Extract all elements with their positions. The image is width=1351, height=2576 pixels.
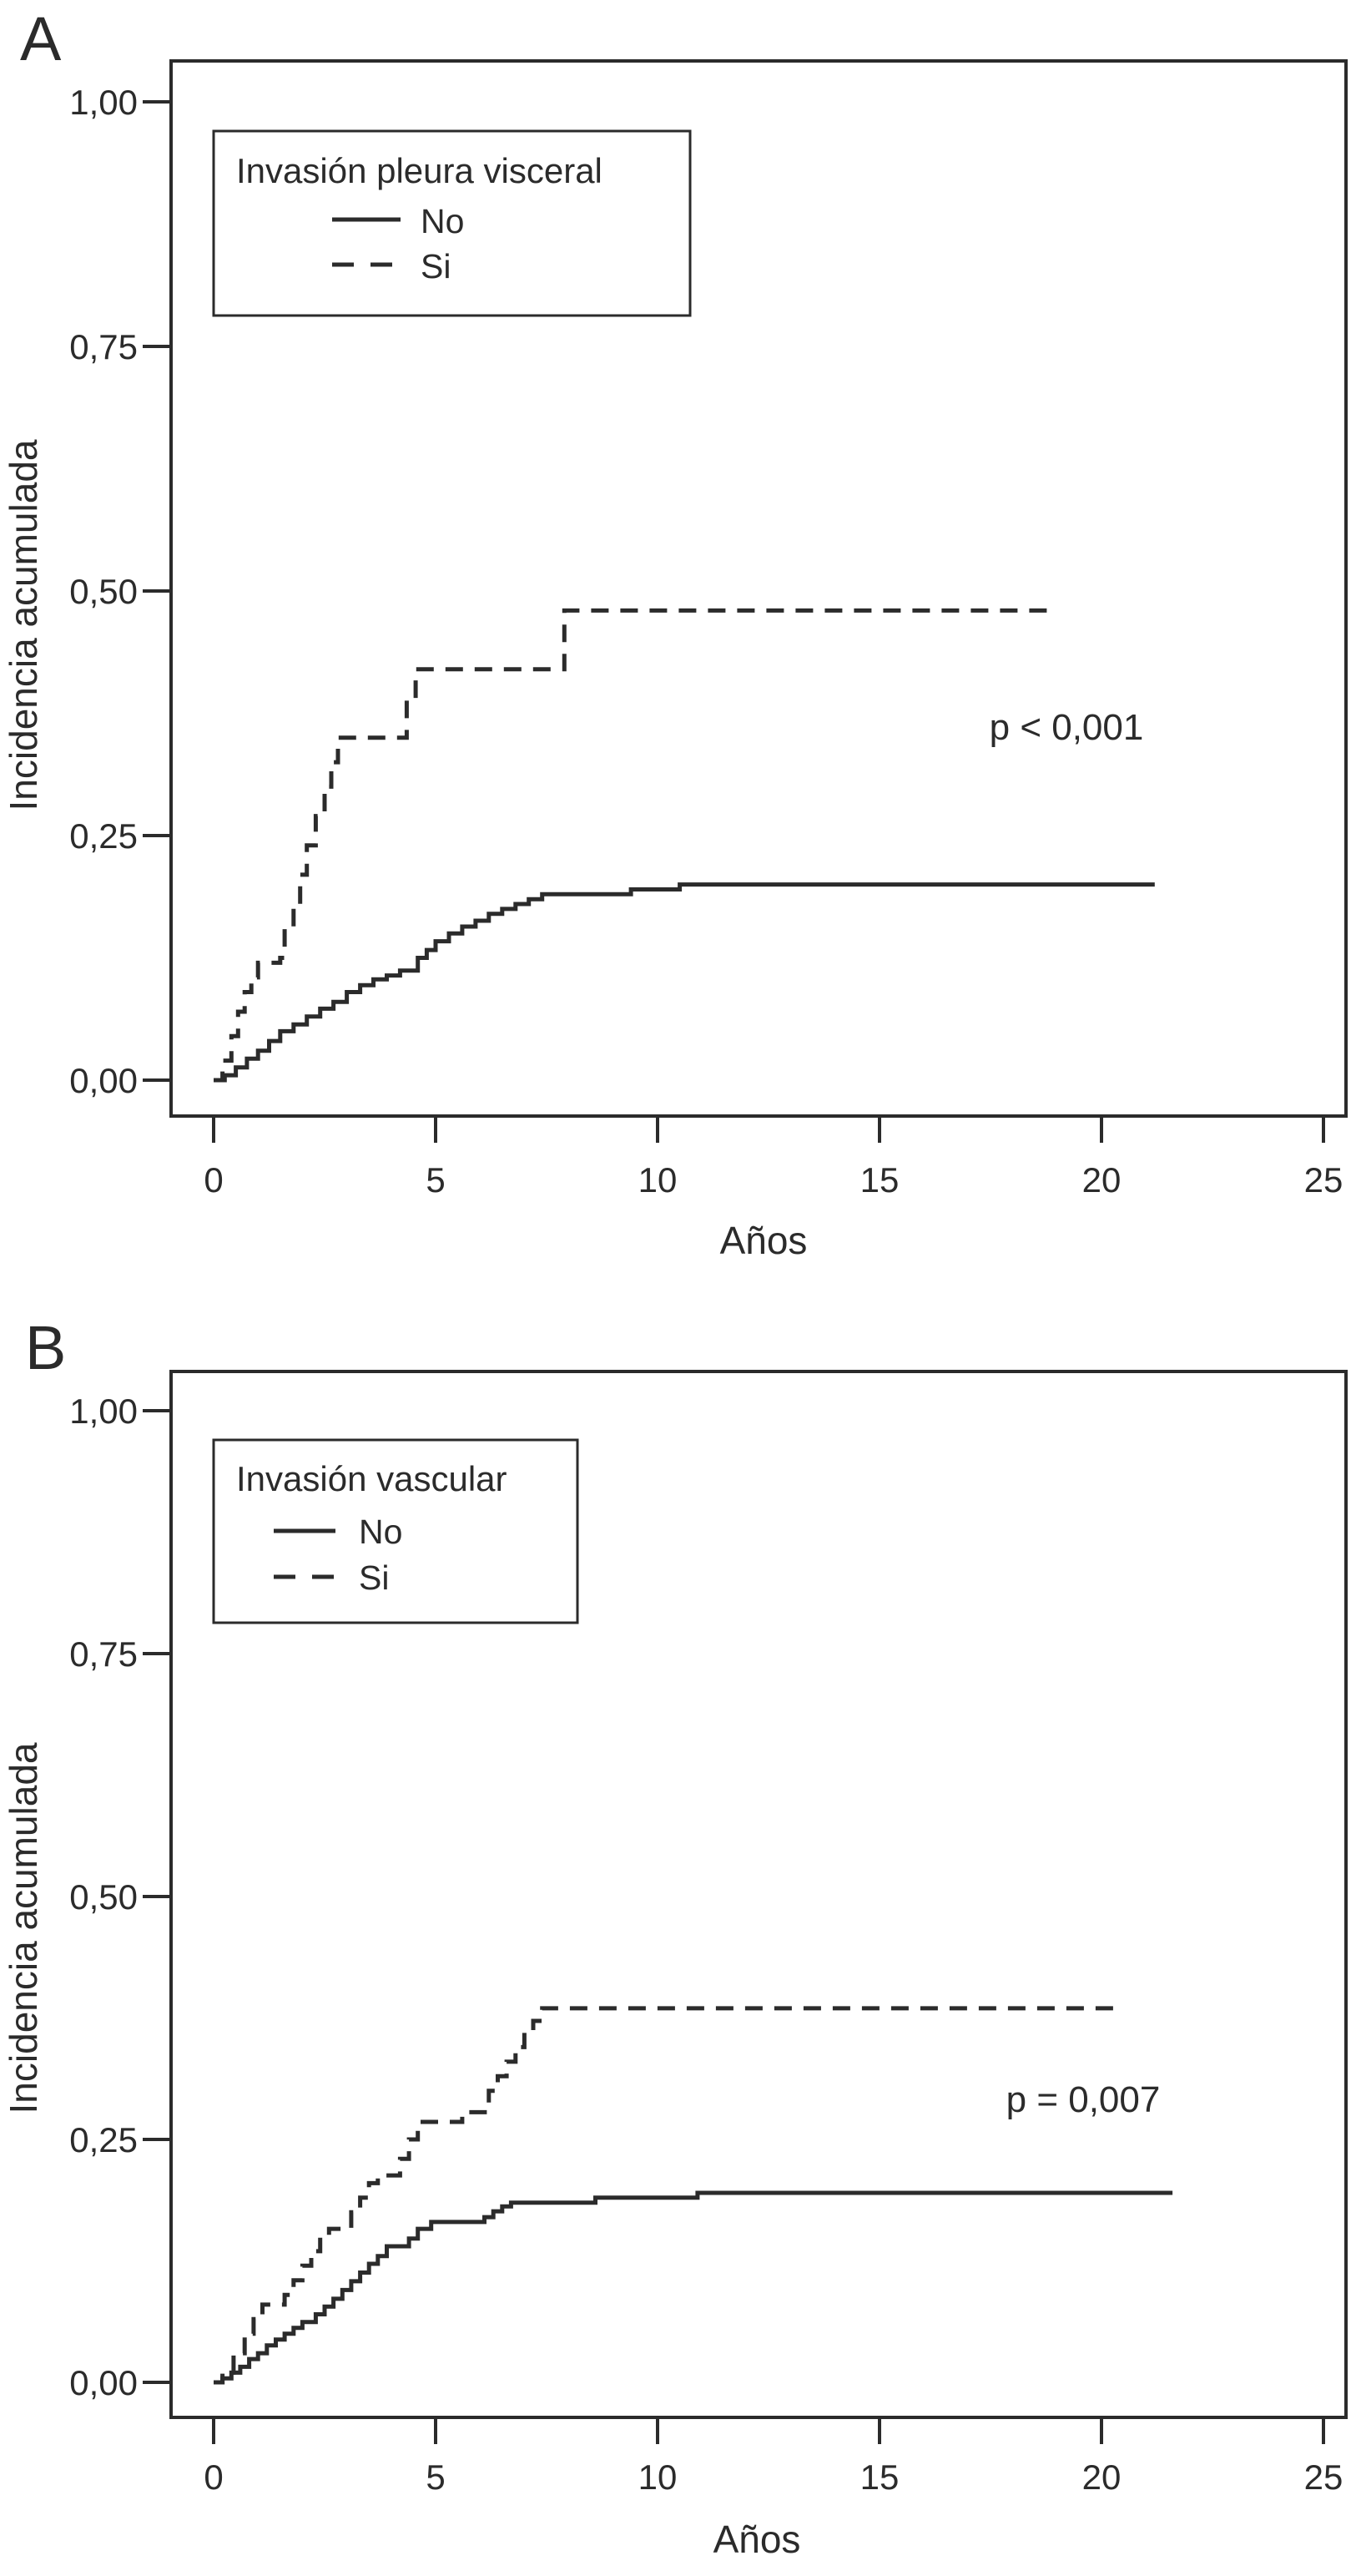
legend-item-si-b: Si xyxy=(359,1558,389,1597)
plot-box-a xyxy=(169,59,1348,1118)
x-tick-label: 0 xyxy=(204,2457,223,2497)
series-curve-si-b xyxy=(214,2006,1120,2385)
axis-ticks-a: 0,00 0,25 0,50 0,75 1,00 0 5 10 15 20 25 xyxy=(69,83,1343,1200)
x-tick-label: 5 xyxy=(426,2457,445,2497)
y-tick-label: 0,25 xyxy=(69,2120,138,2159)
legend-item-si-a: Si xyxy=(421,247,451,285)
legend-a: Invasión pleura visceral No Si xyxy=(212,129,692,317)
y-tick-label: 0,25 xyxy=(69,816,138,856)
y-axis-label-a: Incidencia acumulada xyxy=(2,439,45,811)
p-value-label-a: p < 0,001 xyxy=(990,707,1144,748)
y-tick-label: 1,00 xyxy=(69,83,138,122)
series-group-b xyxy=(214,2006,1173,2385)
series-curve-no-a xyxy=(214,882,1155,1083)
series-curve-no-b xyxy=(214,2190,1173,2385)
panel-letter-b: B xyxy=(25,1313,66,1382)
legend-box-a xyxy=(212,129,692,317)
series-group-a xyxy=(214,608,1155,1083)
x-axis-label-b: Años xyxy=(713,2518,801,2561)
y-tick-label: 1,00 xyxy=(69,1392,138,1431)
series-curve-si-a xyxy=(214,608,1053,1083)
x-tick-label: 0 xyxy=(204,1160,223,1200)
panel-a: A 0,00 0,25 0,50 0,75 1,00 0 5 10 15 20 25 Inciden… xyxy=(2,4,1348,1262)
x-tick-label: 25 xyxy=(1304,2457,1343,2497)
x-tick-label: 15 xyxy=(860,1160,900,1200)
legend-item-no-a: No xyxy=(421,202,464,240)
x-tick-label: 5 xyxy=(426,1160,445,1200)
plot-box-b xyxy=(169,1370,1348,2419)
x-tick-label: 10 xyxy=(638,1160,678,1200)
legend-title-b: Invasión vascular xyxy=(236,1459,507,1498)
y-tick-label: 0,00 xyxy=(69,1061,138,1100)
y-tick-label: 0,50 xyxy=(69,1877,138,1917)
x-tick-label: 10 xyxy=(638,2457,678,2497)
y-tick-label: 0,75 xyxy=(69,327,138,366)
x-axis-label-a: Años xyxy=(720,1219,808,1262)
p-value-label-b: p = 0,007 xyxy=(1006,2079,1161,2120)
panel-b: B 0,00 0,25 0,50 0,75 1,00 0 5 10 15 20 25 Inciden… xyxy=(2,1313,1348,2561)
y-tick-label: 0,75 xyxy=(69,1634,138,1674)
legend-title-a: Invasión pleura visceral xyxy=(236,151,602,190)
y-axis-label-b: Incidencia acumulada xyxy=(2,1742,45,2114)
x-tick-label: 25 xyxy=(1304,1160,1343,1200)
legend-b: Invasión vascular No Si xyxy=(212,1438,579,1624)
y-tick-label: 0,00 xyxy=(69,2363,138,2402)
panel-letter-a: A xyxy=(20,4,62,73)
legend-item-no-b: No xyxy=(359,1513,402,1551)
x-tick-label: 20 xyxy=(1082,1160,1122,1200)
y-tick-label: 0,50 xyxy=(69,572,138,611)
x-tick-label: 15 xyxy=(860,2457,900,2497)
x-tick-label: 20 xyxy=(1082,2457,1122,2497)
axis-ticks-b: 0,00 0,25 0,50 0,75 1,00 0 5 10 15 20 25 xyxy=(69,1392,1343,2497)
